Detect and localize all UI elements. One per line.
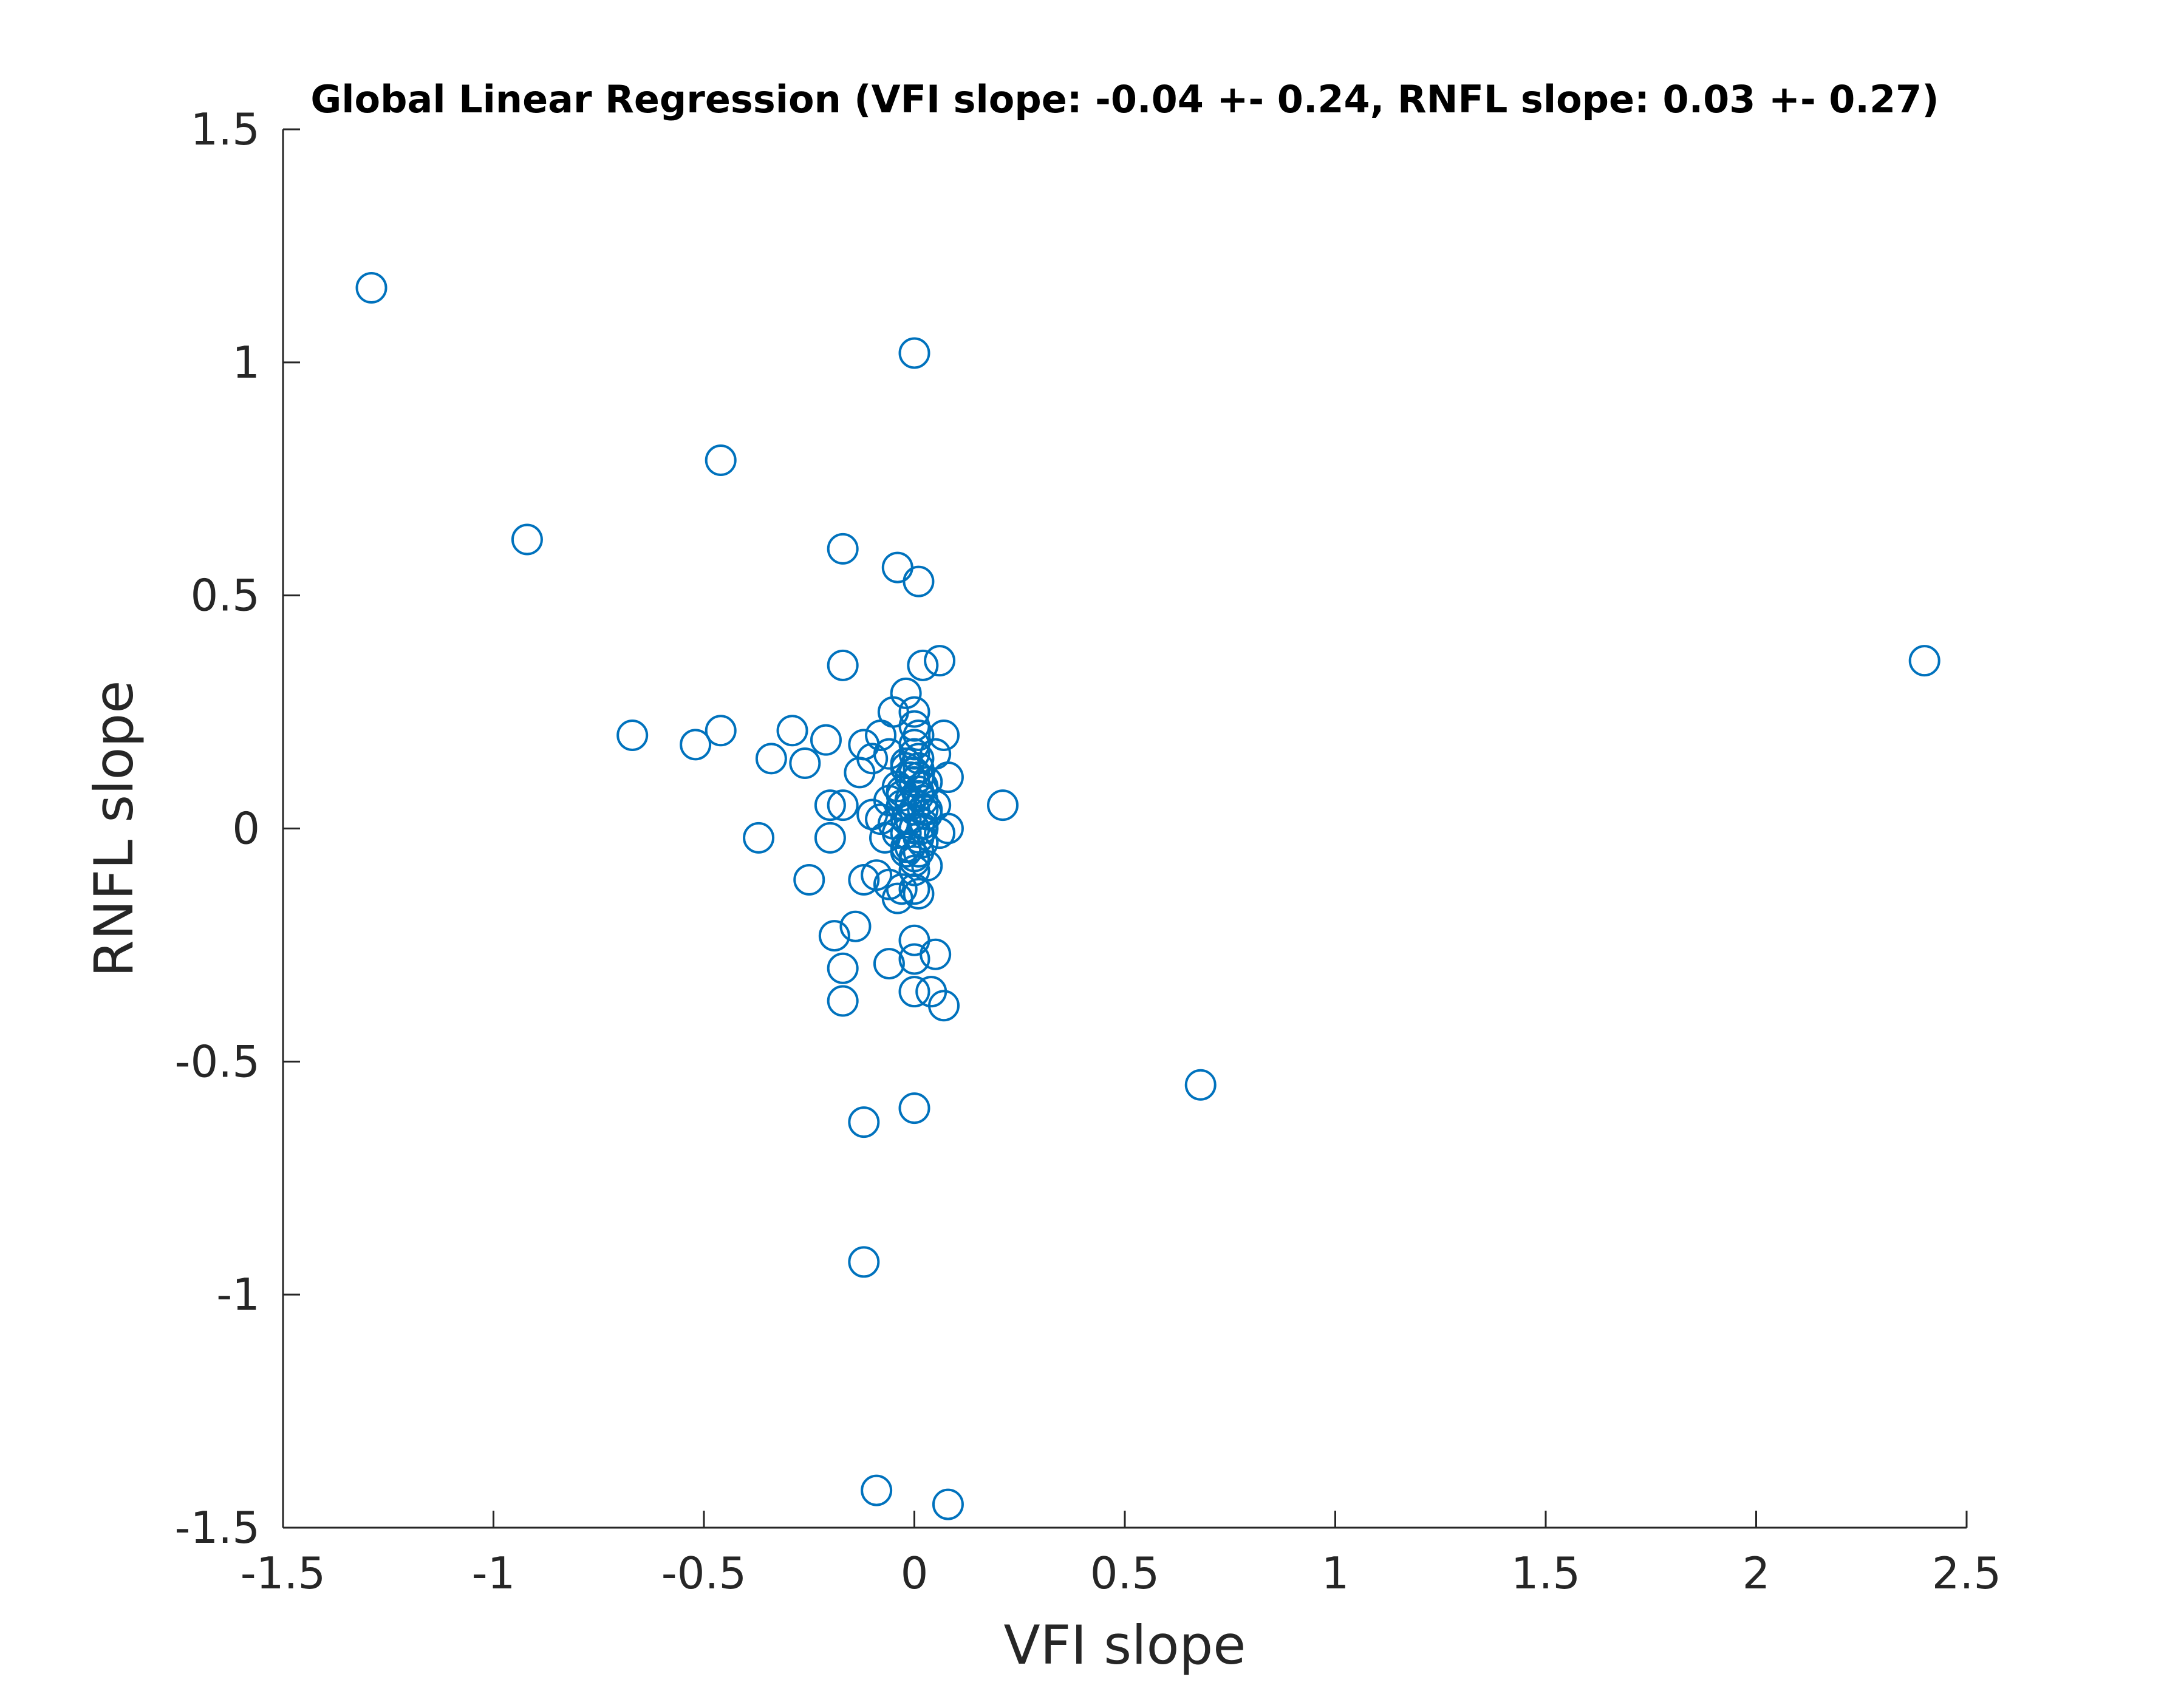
x-tick-label: 2.5 bbox=[1932, 1548, 2002, 1599]
y-tick-label: -0.5 bbox=[175, 1036, 260, 1087]
data-point bbox=[616, 719, 649, 751]
data-points bbox=[355, 272, 1940, 1520]
data-point bbox=[898, 873, 930, 905]
data-point bbox=[827, 952, 859, 984]
x-tick-label: -1 bbox=[472, 1548, 516, 1599]
data-point bbox=[705, 715, 737, 747]
x-tick-label: 1.5 bbox=[1511, 1548, 1581, 1599]
y-axis-label: RNFL slope bbox=[83, 681, 145, 978]
data-point bbox=[907, 808, 939, 840]
y-tick-label: -1 bbox=[216, 1269, 260, 1320]
data-point bbox=[928, 990, 960, 1022]
data-point bbox=[776, 715, 808, 747]
data-point bbox=[1908, 645, 1940, 677]
data-point bbox=[903, 877, 935, 910]
data-point bbox=[869, 822, 901, 854]
data-point bbox=[932, 1488, 964, 1520]
data-point bbox=[355, 272, 387, 304]
y-tick-label: 1 bbox=[232, 337, 260, 388]
data-point bbox=[920, 789, 952, 822]
data-point bbox=[861, 1474, 893, 1506]
data-point bbox=[873, 948, 905, 980]
data-point bbox=[928, 719, 960, 751]
data-point bbox=[814, 789, 846, 822]
data-point bbox=[818, 920, 850, 952]
x-tick-label: -0.5 bbox=[661, 1548, 746, 1599]
x-axis-ticks: -1.5 -1 -0.5 0 0.5 1 1.5 2 2.5 bbox=[241, 1511, 2002, 1599]
x-axis-label: VFI slope bbox=[1004, 1614, 1246, 1676]
data-point bbox=[898, 696, 930, 728]
data-point bbox=[881, 882, 913, 914]
data-point bbox=[789, 747, 821, 780]
data-point bbox=[755, 743, 787, 775]
y-axis-ticks: -1.5 -1 -0.5 0 0.5 1 1.5 bbox=[175, 104, 300, 1553]
x-tick-label: 1 bbox=[1322, 1548, 1350, 1599]
data-point bbox=[920, 938, 952, 970]
data-point bbox=[903, 743, 935, 775]
data-point bbox=[898, 337, 930, 369]
data-point bbox=[848, 1106, 880, 1138]
data-point bbox=[903, 565, 935, 597]
y-tick-label: -1.5 bbox=[175, 1502, 260, 1553]
y-tick-label: 1.5 bbox=[190, 104, 260, 155]
axes bbox=[282, 129, 1967, 1529]
data-point bbox=[898, 854, 930, 886]
x-tick-label: 0.5 bbox=[1090, 1548, 1160, 1599]
data-point bbox=[705, 444, 737, 477]
data-point bbox=[898, 976, 930, 1008]
data-point bbox=[898, 1092, 930, 1124]
data-point bbox=[924, 645, 956, 677]
x-tick-label: 0 bbox=[901, 1548, 929, 1599]
data-point bbox=[907, 649, 939, 681]
data-point bbox=[793, 863, 825, 896]
data-point bbox=[827, 649, 859, 681]
data-point bbox=[810, 724, 842, 756]
data-point bbox=[511, 523, 543, 556]
data-point bbox=[898, 738, 930, 770]
data-point bbox=[1184, 1069, 1217, 1101]
data-point bbox=[827, 985, 859, 1017]
data-point bbox=[856, 743, 889, 775]
data-point bbox=[886, 789, 918, 822]
data-point bbox=[680, 729, 712, 761]
data-point bbox=[890, 677, 922, 709]
data-point bbox=[839, 910, 872, 942]
data-point bbox=[898, 840, 930, 873]
data-point bbox=[881, 551, 913, 584]
data-point bbox=[987, 789, 1019, 822]
chart-title: Global Linear Regression (VFI slope: -0.… bbox=[310, 77, 1939, 121]
data-point bbox=[827, 789, 859, 822]
data-point bbox=[903, 752, 935, 784]
data-point bbox=[898, 729, 930, 761]
y-tick-label: 0.5 bbox=[190, 570, 260, 621]
data-point bbox=[911, 794, 943, 826]
data-point bbox=[898, 924, 930, 956]
data-point bbox=[743, 822, 775, 854]
data-point bbox=[848, 1246, 880, 1278]
data-point bbox=[865, 719, 897, 751]
x-tick-label: 2 bbox=[1742, 1548, 1770, 1599]
data-point bbox=[898, 943, 930, 975]
data-point bbox=[814, 822, 846, 854]
data-point bbox=[848, 863, 880, 896]
y-tick-label: 0 bbox=[232, 803, 260, 854]
data-point bbox=[873, 784, 905, 817]
x-tick-label: -1.5 bbox=[241, 1548, 326, 1599]
data-point bbox=[827, 532, 859, 565]
